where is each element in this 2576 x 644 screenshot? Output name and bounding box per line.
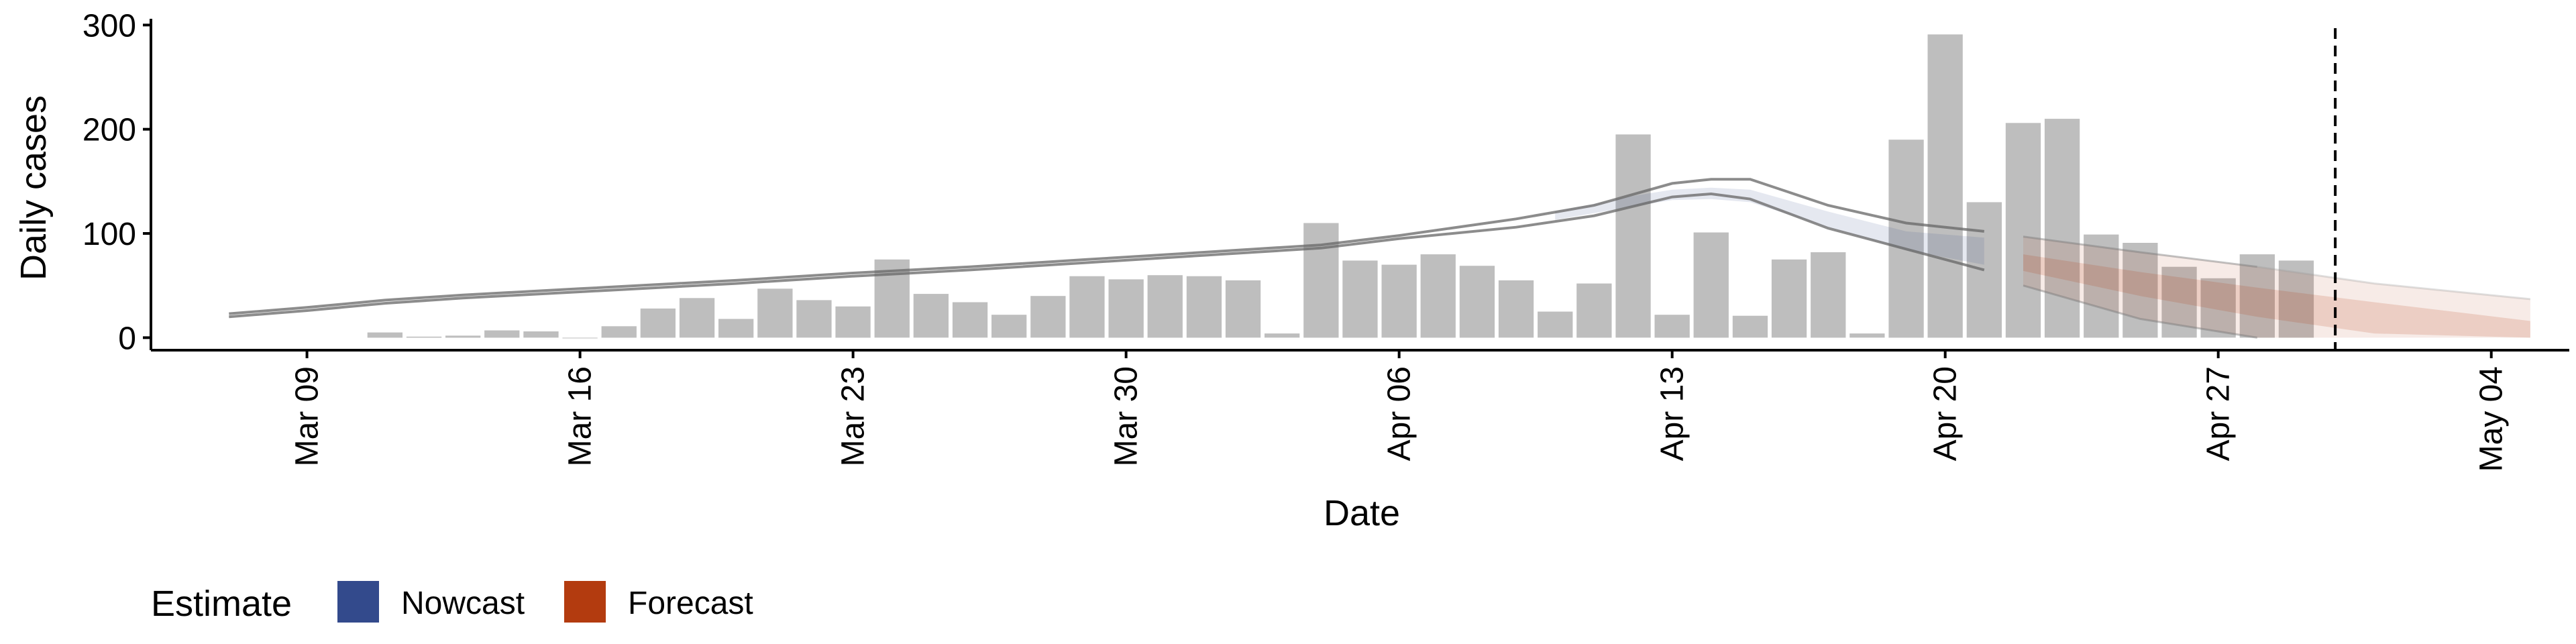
x-tick-label: Mar 23 — [836, 366, 871, 466]
bar — [952, 302, 988, 338]
x-tick-label: Mar 30 — [1109, 366, 1144, 466]
x-tick-label: Apr 13 — [1655, 366, 1690, 461]
bar — [601, 326, 637, 338]
bar — [1342, 260, 1378, 338]
bar — [1069, 276, 1105, 338]
y-axis-ticks: 0 100 200 300 — [83, 8, 151, 356]
bar — [1381, 264, 1417, 338]
legend-swatch-forecast — [564, 581, 606, 623]
bar — [2005, 123, 2041, 338]
bar — [523, 331, 559, 338]
bar — [1966, 202, 2002, 338]
bar — [1732, 315, 1768, 338]
bar — [1849, 333, 1885, 338]
bar — [1693, 232, 1729, 338]
bar — [1459, 266, 1495, 338]
legend-swatch-nowcast — [337, 581, 379, 623]
estimate-bands — [1555, 187, 2530, 338]
y-tick-label: 200 — [83, 113, 136, 148]
bar — [1888, 140, 1924, 338]
bar — [718, 319, 754, 338]
legend-title: Estimate — [151, 584, 292, 624]
legend-label-nowcast: Nowcast — [401, 586, 525, 621]
bar — [1771, 259, 1807, 338]
x-tick-label: May 04 — [2474, 366, 2510, 472]
forecast-inner-band — [2023, 254, 2530, 338]
bar — [1927, 34, 1963, 338]
bar — [562, 337, 598, 339]
x-tick-label: Apr 06 — [1382, 366, 1417, 461]
bar — [1811, 252, 1846, 338]
bar — [1030, 296, 1066, 338]
y-tick-label: 0 — [118, 321, 136, 356]
forecast-outer-band — [2023, 236, 2530, 338]
estimate-lower-line — [229, 192, 1985, 319]
estimate-lines — [229, 178, 2531, 339]
x-tick-label: Mar 16 — [563, 366, 598, 466]
x-tick-label: Apr 20 — [1928, 366, 1964, 461]
bar — [2123, 243, 2158, 338]
bar — [1303, 223, 1339, 338]
bar — [2161, 266, 2197, 338]
x-axis-label: Date — [1324, 493, 1400, 533]
bar — [1265, 333, 1300, 338]
bar — [757, 288, 793, 338]
bar — [1108, 279, 1144, 338]
bar — [1654, 315, 1690, 338]
bar — [2044, 119, 2080, 338]
y-tick-label: 300 — [83, 8, 136, 44]
bar — [1186, 276, 1222, 338]
bar — [1576, 283, 1612, 338]
bar — [484, 330, 520, 338]
bar — [640, 308, 676, 338]
bar — [991, 315, 1027, 338]
bar — [835, 306, 871, 338]
forecast-lower-line — [2023, 284, 2258, 339]
bar — [913, 294, 949, 338]
bar — [406, 336, 442, 338]
bar — [1538, 311, 1573, 338]
legend: Estimate Nowcast Forecast — [151, 581, 753, 624]
bar — [1147, 275, 1183, 338]
forecast-upper-line — [2023, 235, 2257, 268]
forecast-tail-line — [2257, 266, 2531, 301]
nowcast-band — [1555, 187, 1984, 265]
bar — [1225, 280, 1261, 338]
bar — [445, 335, 481, 338]
bar — [2278, 260, 2314, 338]
bar — [2239, 254, 2275, 338]
bar — [679, 298, 715, 338]
bar — [2200, 278, 2236, 338]
axes — [150, 19, 2569, 352]
bar — [1498, 280, 1534, 338]
bar — [796, 300, 832, 338]
estimate-upper-line — [229, 178, 1985, 315]
bar — [1615, 134, 1651, 338]
y-tick-label: 100 — [83, 217, 136, 252]
x-axis-ticks: Mar 09 Mar 16 Mar 23 Mar 30 Apr 06 Apr 13 Apr … — [290, 350, 2510, 472]
x-tick-label: Apr 27 — [2201, 366, 2237, 461]
y-axis-label: Daily cases — [13, 95, 54, 280]
bar-series — [367, 34, 2314, 339]
bar — [367, 332, 402, 338]
legend-label-forecast: Forecast — [628, 586, 753, 621]
x-tick-label: Mar 09 — [290, 366, 325, 466]
bar — [2084, 234, 2119, 338]
bar — [1420, 254, 1456, 338]
